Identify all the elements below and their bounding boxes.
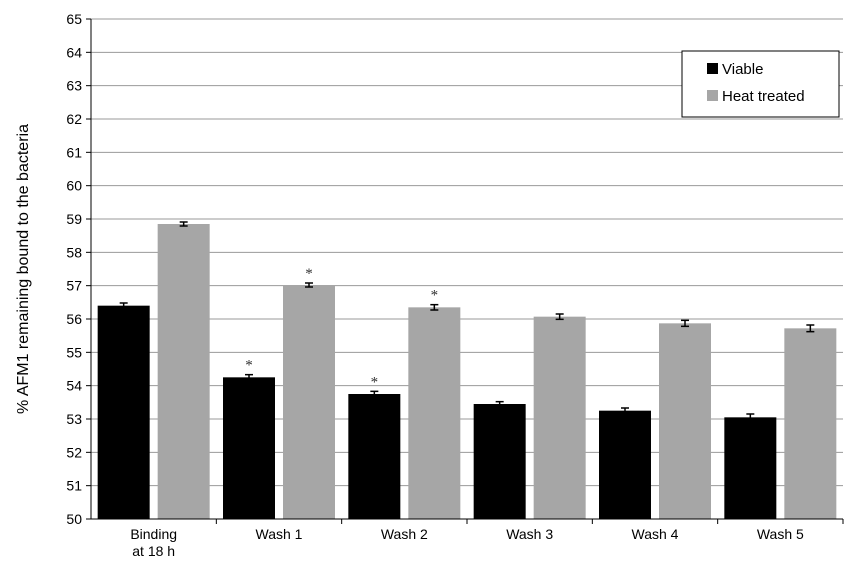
bar-heat-treated-4: [659, 323, 711, 519]
y-tick-label-58: 58: [66, 244, 82, 260]
y-tick-label-62: 62: [66, 111, 82, 127]
error-bar-1-4: [681, 319, 689, 328]
error-bar-0-0: [119, 302, 128, 310]
error-bar-1-0: [179, 221, 188, 227]
error-bar-1-2: [430, 303, 439, 311]
error-bar-0-5: [746, 413, 755, 422]
y-tick-label-61: 61: [66, 144, 82, 160]
y-tick-label-53: 53: [66, 411, 82, 427]
y-tick-label-51: 51: [66, 478, 82, 494]
error-bars: [119, 221, 815, 422]
y-tick-label-50: 50: [66, 511, 82, 527]
significance-markers: * * * *: [245, 266, 438, 390]
y-tick-label-60: 60: [66, 178, 82, 194]
bar-heat-treated-1: [283, 285, 335, 519]
bar-heat-treated-2: [408, 307, 461, 519]
bar-viable-1: [223, 377, 275, 519]
error-bar-0-3: [495, 400, 504, 408]
x-tick-label-1-0: Wash 1: [256, 526, 303, 542]
y-tick-label-64: 64: [66, 44, 82, 60]
x-tick-label-0-1: at 18 h: [132, 543, 175, 559]
legend-box: [681, 50, 840, 118]
significance-star-0-1: *: [245, 358, 253, 374]
bar-heat-treated-3: [533, 316, 586, 519]
significance-star-1-2: *: [431, 288, 439, 304]
legend-items: Viable Heat treated: [707, 61, 805, 105]
error-bar-0-2: [370, 390, 379, 398]
y-tick-label-59: 59: [66, 211, 82, 227]
y-axis-label: % AFM1 remaining bound to the bacteria: [15, 124, 32, 414]
bar-heat-treated-5: [784, 328, 837, 519]
x-tick-label-2-0: Wash 2: [381, 526, 428, 542]
legend: Viable Heat treated: [681, 50, 840, 118]
error-bar-0-4: [621, 407, 629, 415]
x-tick-label-5-0: Wash 5: [757, 526, 804, 542]
y-tick-label-57: 57: [66, 278, 82, 294]
x-tick-label-3-0: Wash 3: [506, 526, 553, 542]
y-tick-label-65: 65: [66, 11, 82, 27]
error-bar-0-1: [245, 373, 253, 381]
x-tick-label-4-0: Wash 4: [632, 526, 679, 542]
bar-heat-treated-0: [157, 224, 210, 519]
legend-label-1: Heat treated: [722, 88, 805, 105]
y-tick-label-63: 63: [66, 78, 82, 94]
significance-star-1-1: *: [305, 266, 313, 282]
y-tick-label-54: 54: [66, 378, 82, 394]
y-tick-label-55: 55: [66, 344, 82, 360]
significance-star-0-2: *: [371, 374, 379, 390]
legend-swatch-1: [707, 90, 718, 101]
bars: [97, 224, 837, 519]
bar-viable-3: [473, 404, 526, 519]
error-bar-1-3: [555, 313, 564, 321]
y-tick-labels: 50 51 52 53 54 55 56 57 58 59 60 61 62 63 64 65: [66, 11, 82, 527]
bar-viable-4: [599, 410, 651, 519]
legend-swatch-0: [707, 63, 718, 74]
y-tick-label-56: 56: [66, 311, 82, 327]
bar-viable-2: [348, 394, 401, 519]
legend-label-0: Viable: [722, 61, 763, 78]
bar-viable-5: [724, 417, 777, 519]
bar-viable-0: [97, 305, 150, 519]
error-bar-1-5: [806, 324, 815, 333]
x-tick-label-0-0: Binding: [130, 526, 177, 542]
error-bar-1-1: [305, 282, 313, 288]
y-tick-label-52: 52: [66, 444, 82, 460]
